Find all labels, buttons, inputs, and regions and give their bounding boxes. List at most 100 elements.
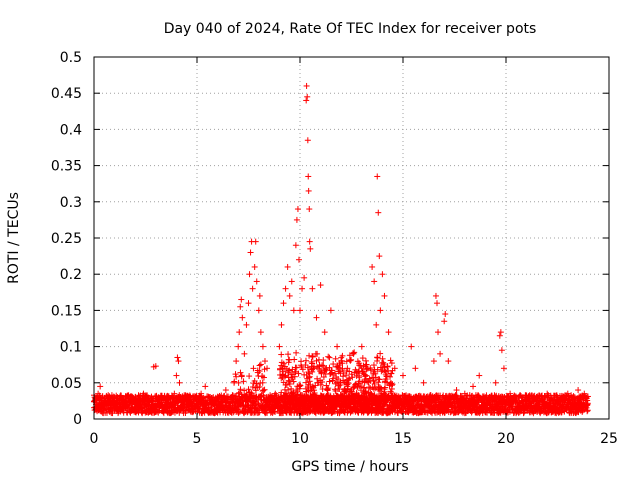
grid-lines [94,57,609,419]
data-point [288,278,295,285]
background-point [246,373,253,380]
data-point [497,329,504,336]
data-point [385,329,392,336]
data-point [175,358,182,365]
background-point [278,351,285,358]
data-point [245,300,252,307]
data-point [304,137,311,144]
background-point [325,353,332,360]
data-point [432,292,439,299]
data-point [441,318,448,325]
background-point [379,355,386,362]
background-point [378,368,385,375]
y-tick-label: 0 [73,412,82,428]
y-tick-label: 0.05 [51,376,82,392]
data-point [445,358,452,365]
data-points [91,82,591,417]
data-point [251,263,258,270]
data-point [350,350,357,357]
background-point [232,371,239,378]
background-point [285,351,292,358]
data-point [252,238,259,245]
x-axis-label: GPS time / hours [291,459,408,475]
background-point [332,355,339,362]
data-point [152,363,159,370]
data-point [246,271,253,278]
data-point [358,343,365,350]
data-point [437,350,444,357]
data-point [261,358,268,365]
background-point [302,357,309,364]
data-point [420,379,427,386]
x-tick-label: 10 [291,431,309,447]
data-point [374,173,381,180]
data-point [297,307,303,314]
y-axis-label: ROTI / TECUs [6,192,22,284]
data-point [303,82,310,89]
background-point [237,369,244,376]
data-point [379,271,386,278]
data-point [294,206,301,213]
background-point [235,379,242,386]
data-point [317,282,324,289]
data-point [334,343,341,350]
background-point [359,355,366,362]
data-point [222,387,229,394]
background-point [297,382,304,389]
data-point [453,387,460,394]
y-tick-label: 0.1 [60,340,82,356]
data-point [233,358,240,365]
data-point [375,209,382,216]
y-tick-label: 0.3 [60,195,82,211]
y-tick-label: 0.5 [60,50,82,66]
x-tick-label: 0 [90,431,99,447]
data-point [306,238,313,245]
y-tick-label: 0.2 [60,267,82,283]
background-point [257,361,264,368]
background-point [388,360,395,367]
data-point [400,372,406,379]
data-point [282,285,289,292]
y-tick-label: 0.4 [60,122,82,138]
data-point [496,332,503,339]
data-point [293,216,300,223]
data-point [373,321,380,328]
data-point [433,300,440,307]
y-tick-label: 0.25 [51,231,82,247]
data-point [176,379,183,386]
data-point [492,379,499,386]
data-point [377,307,384,314]
data-point [299,285,306,292]
data-point [305,187,312,194]
data-point [381,292,388,299]
data-point [305,173,312,180]
data-point [412,365,419,372]
data-point [241,350,248,357]
background-point [387,357,394,364]
data-point [286,292,293,299]
data-point [313,314,320,321]
data-point [253,278,260,285]
data-point [290,307,297,314]
data-point [243,321,250,328]
data-point [238,296,245,303]
data-point [284,263,291,270]
data-point [295,256,302,263]
data-point [304,93,311,100]
background-point [320,357,327,364]
data-point [470,383,477,390]
chart-title: Day 040 of 2024, Rate Of TEC Index for r… [164,21,537,37]
background-point [291,356,298,363]
data-point [301,274,308,281]
data-point [309,285,316,292]
data-point [235,343,242,350]
data-point [303,97,310,104]
data-point [321,329,328,336]
background-point [309,353,316,360]
y-tick-label: 0.35 [51,159,82,175]
data-point [97,383,104,390]
background-point [370,362,377,369]
data-point [442,311,449,318]
y-tick-label: 0.45 [51,86,82,102]
